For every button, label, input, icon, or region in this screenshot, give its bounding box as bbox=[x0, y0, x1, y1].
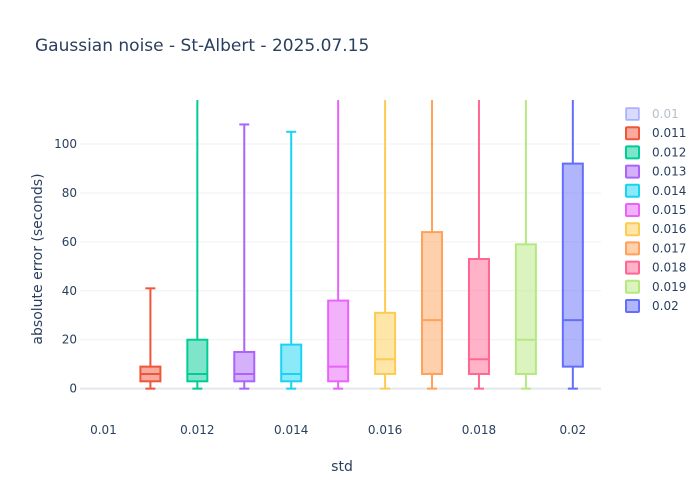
legend-item-0.013[interactable]: 0.013 bbox=[625, 164, 686, 179]
box-0.016 bbox=[374, 100, 397, 390]
legend-swatch bbox=[625, 260, 640, 275]
legend-item-0.012[interactable]: 0.012 bbox=[625, 145, 686, 160]
legend-swatch bbox=[625, 107, 640, 121]
legend-item-0.015[interactable]: 0.015 bbox=[625, 203, 686, 217]
chart-title: Gaussian noise - St-Albert - 2025.07.15 bbox=[35, 36, 369, 56]
iqr-box bbox=[374, 311, 397, 375]
iqr-box bbox=[186, 338, 209, 383]
legend-label: 0.016 bbox=[652, 222, 686, 236]
x-axis-title: std bbox=[331, 459, 353, 475]
x-tick-label: 0.01 bbox=[90, 423, 117, 437]
box-0.017 bbox=[421, 100, 444, 390]
legend-label: 0.019 bbox=[652, 280, 686, 294]
legend-item-0.011[interactable]: 0.011 bbox=[625, 126, 686, 141]
iqr-box bbox=[280, 343, 303, 383]
y-axis-title: absolute error (seconds) bbox=[30, 173, 46, 344]
iqr-box bbox=[421, 231, 444, 375]
legend-swatch bbox=[625, 164, 640, 179]
legend-label: 0.013 bbox=[652, 165, 686, 179]
legend-label: 0.017 bbox=[652, 241, 686, 255]
x-axis-ticks: 0.01 0.012 0.014 0.016 0.018 0.02 bbox=[90, 423, 586, 437]
legend-item-0.01[interactable]: 0.01 bbox=[625, 107, 679, 121]
legend-label: 0.01 bbox=[652, 107, 679, 121]
legend: 0.01 0.011 0.012 0.013 0.014 0.015 0.016 0.017 0… bbox=[625, 107, 686, 313]
legend-swatch bbox=[625, 299, 640, 313]
box-0.02 bbox=[561, 100, 584, 390]
legend-label: 0.015 bbox=[652, 203, 686, 217]
legend-label: 0.018 bbox=[652, 261, 686, 275]
legend-item-0.016[interactable]: 0.016 bbox=[625, 222, 686, 237]
legend-label: 0.012 bbox=[652, 145, 686, 159]
iqr-box bbox=[327, 299, 350, 383]
box-0.013 bbox=[233, 123, 256, 390]
box-0.012 bbox=[186, 100, 209, 390]
box-0.018 bbox=[467, 100, 490, 390]
legend-item-0.02[interactable]: 0.02 bbox=[625, 299, 679, 313]
box-0.014 bbox=[280, 130, 303, 390]
box-0.015 bbox=[327, 100, 350, 390]
iqr-box bbox=[514, 243, 537, 375]
legend-label: 0.02 bbox=[652, 299, 679, 313]
legend-label: 0.011 bbox=[652, 126, 686, 140]
legend-swatch bbox=[625, 241, 640, 256]
legend-swatch bbox=[625, 145, 640, 160]
legend-label: 0.014 bbox=[652, 184, 686, 198]
legend-item-0.019[interactable]: 0.019 bbox=[625, 279, 686, 294]
iqr-box bbox=[233, 350, 256, 383]
box-plots bbox=[139, 100, 584, 390]
x-tick-label: 0.02 bbox=[559, 423, 586, 437]
y-tick-label: 20 bbox=[62, 333, 77, 347]
x-tick-label: 0.014 bbox=[274, 423, 308, 437]
y-axis-ticks: 0 20 40 60 80 100 bbox=[54, 137, 77, 396]
x-tick-label: 0.012 bbox=[180, 423, 214, 437]
legend-swatch bbox=[625, 222, 640, 237]
legend-swatch bbox=[625, 279, 640, 294]
x-tick-label: 0.016 bbox=[368, 423, 402, 437]
legend-item-0.017[interactable]: 0.017 bbox=[625, 241, 686, 256]
iqr-box bbox=[561, 162, 584, 368]
box-0.011 bbox=[139, 287, 162, 390]
legend-item-0.014[interactable]: 0.014 bbox=[625, 183, 686, 198]
legend-swatch bbox=[625, 203, 640, 217]
legend-item-0.018[interactable]: 0.018 bbox=[625, 260, 686, 275]
legend-swatch bbox=[625, 183, 640, 198]
x-tick-label: 0.018 bbox=[462, 423, 496, 437]
box-0.019 bbox=[514, 100, 537, 390]
y-tick-label: 0 bbox=[69, 382, 77, 396]
y-tick-label: 60 bbox=[62, 235, 77, 249]
y-tick-label: 100 bbox=[54, 137, 77, 151]
legend-swatch bbox=[625, 126, 640, 141]
y-tick-label: 80 bbox=[62, 186, 77, 200]
iqr-box bbox=[467, 258, 490, 375]
y-tick-label: 40 bbox=[62, 284, 77, 298]
